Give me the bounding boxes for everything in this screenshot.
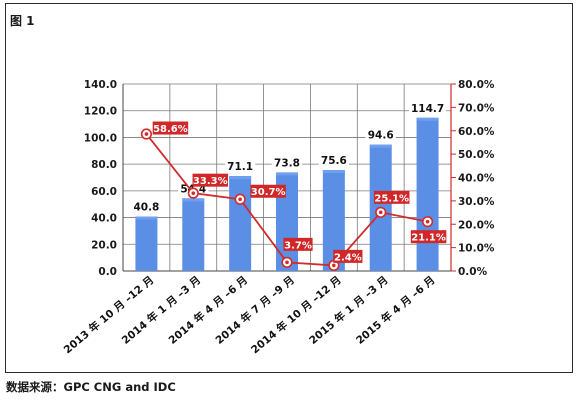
bar-label-bg [131, 200, 162, 214]
growth-point-dot [285, 260, 289, 265]
bar-label-bg [365, 128, 396, 142]
growth-value-label: 58.6% [153, 124, 188, 135]
x-tick-label: 2015 年 1 月 –3 月 [307, 273, 391, 347]
x-tick-label: 2014 年 1 月 –3 月 [119, 273, 203, 347]
y-left-tick-label: 100.0 [84, 132, 117, 144]
growth-point-dot [191, 191, 196, 195]
bar-label-bg [271, 156, 303, 170]
bar-value-label: 114.7 [411, 103, 444, 115]
y-right-tick-label: 80.0% [458, 79, 495, 91]
bar-value-label: 73.8 [274, 157, 300, 169]
bar-cap [322, 170, 345, 174]
bar-value-label: 75.6 [321, 155, 347, 167]
x-tick-label: 2013 年 10 月 –12 月 [61, 273, 156, 356]
bar-label-bg [409, 101, 447, 115]
bar-value-label: 40.8 [133, 202, 159, 214]
bar-cap [416, 117, 439, 121]
y-right-tick-label: 70.0% [458, 102, 495, 114]
y-left-tick-label: 0.0 [98, 266, 117, 278]
y-left-tick-label: 120.0 [84, 106, 117, 118]
growth-point-dot [144, 132, 149, 136]
source-note: 数据来源：GPC CNG and IDC [6, 380, 176, 394]
x-tick-label: 2015 年 4 月 –6 月 [353, 273, 437, 347]
bar-value-label: 71.1 [227, 161, 253, 173]
growth-value-label: 33.3% [193, 176, 228, 187]
growth-point-dot [425, 219, 430, 224]
bar-cap [182, 198, 205, 202]
bar-label-bg [318, 154, 350, 168]
growth-label-bg [283, 237, 313, 251]
growth-value-label: 2.4% [334, 252, 362, 263]
y-right-tick-label: 0.0% [458, 266, 488, 278]
growth-label-bg [152, 121, 189, 135]
bar-cap [135, 216, 158, 220]
growth-point-dot [378, 210, 383, 215]
growth-value-label: 3.7% [284, 240, 312, 251]
growth-point-dot [238, 197, 242, 202]
y-left-tick-label: 40.0 [91, 213, 117, 225]
y-right-tick-label: 60.0% [458, 126, 495, 138]
y-right-tick-label: 50.0% [458, 149, 495, 161]
growth-value-label: 25.1% [374, 193, 409, 204]
growth-label-bg [373, 190, 410, 204]
growth-label-bg [250, 184, 286, 198]
figure-label: 图 1 [10, 14, 35, 28]
growth-point-dot [332, 263, 336, 268]
x-tick-label: 2014 年 7 月 –9 月 [213, 273, 297, 347]
bar-value-label: 94.6 [368, 130, 394, 142]
y-right-tick-label: 30.0% [458, 196, 495, 208]
y-left-tick-label: 140.0 [84, 79, 117, 91]
growth-label-bg [333, 249, 363, 263]
x-tick-label: 2014 年 10 月 –12 月 [248, 273, 343, 356]
y-right-tick-label: 40.0% [458, 173, 495, 185]
bar [322, 170, 345, 271]
x-tick-label: 2014 年 4 月 –6 月 [166, 273, 250, 347]
growth-value-label: 21.1% [411, 233, 446, 244]
growth-value-label: 30.7% [251, 187, 286, 198]
bar-cap [229, 176, 252, 180]
growth-label-bg [410, 230, 447, 244]
y-right-tick-label: 10.0% [458, 243, 495, 255]
y-right-tick-label: 20.0% [458, 219, 495, 231]
bar-cap [369, 144, 392, 148]
y-left-tick-label: 80.0 [91, 159, 117, 171]
y-left-tick-label: 60.0 [91, 186, 117, 198]
bar-label-bg [224, 160, 256, 174]
growth-label-bg [192, 173, 229, 187]
bar [416, 117, 439, 271]
bar [182, 198, 205, 271]
bar [135, 216, 158, 271]
y-left-tick-label: 20.0 [91, 239, 117, 251]
bar-cap [276, 172, 298, 176]
bar [229, 176, 252, 271]
